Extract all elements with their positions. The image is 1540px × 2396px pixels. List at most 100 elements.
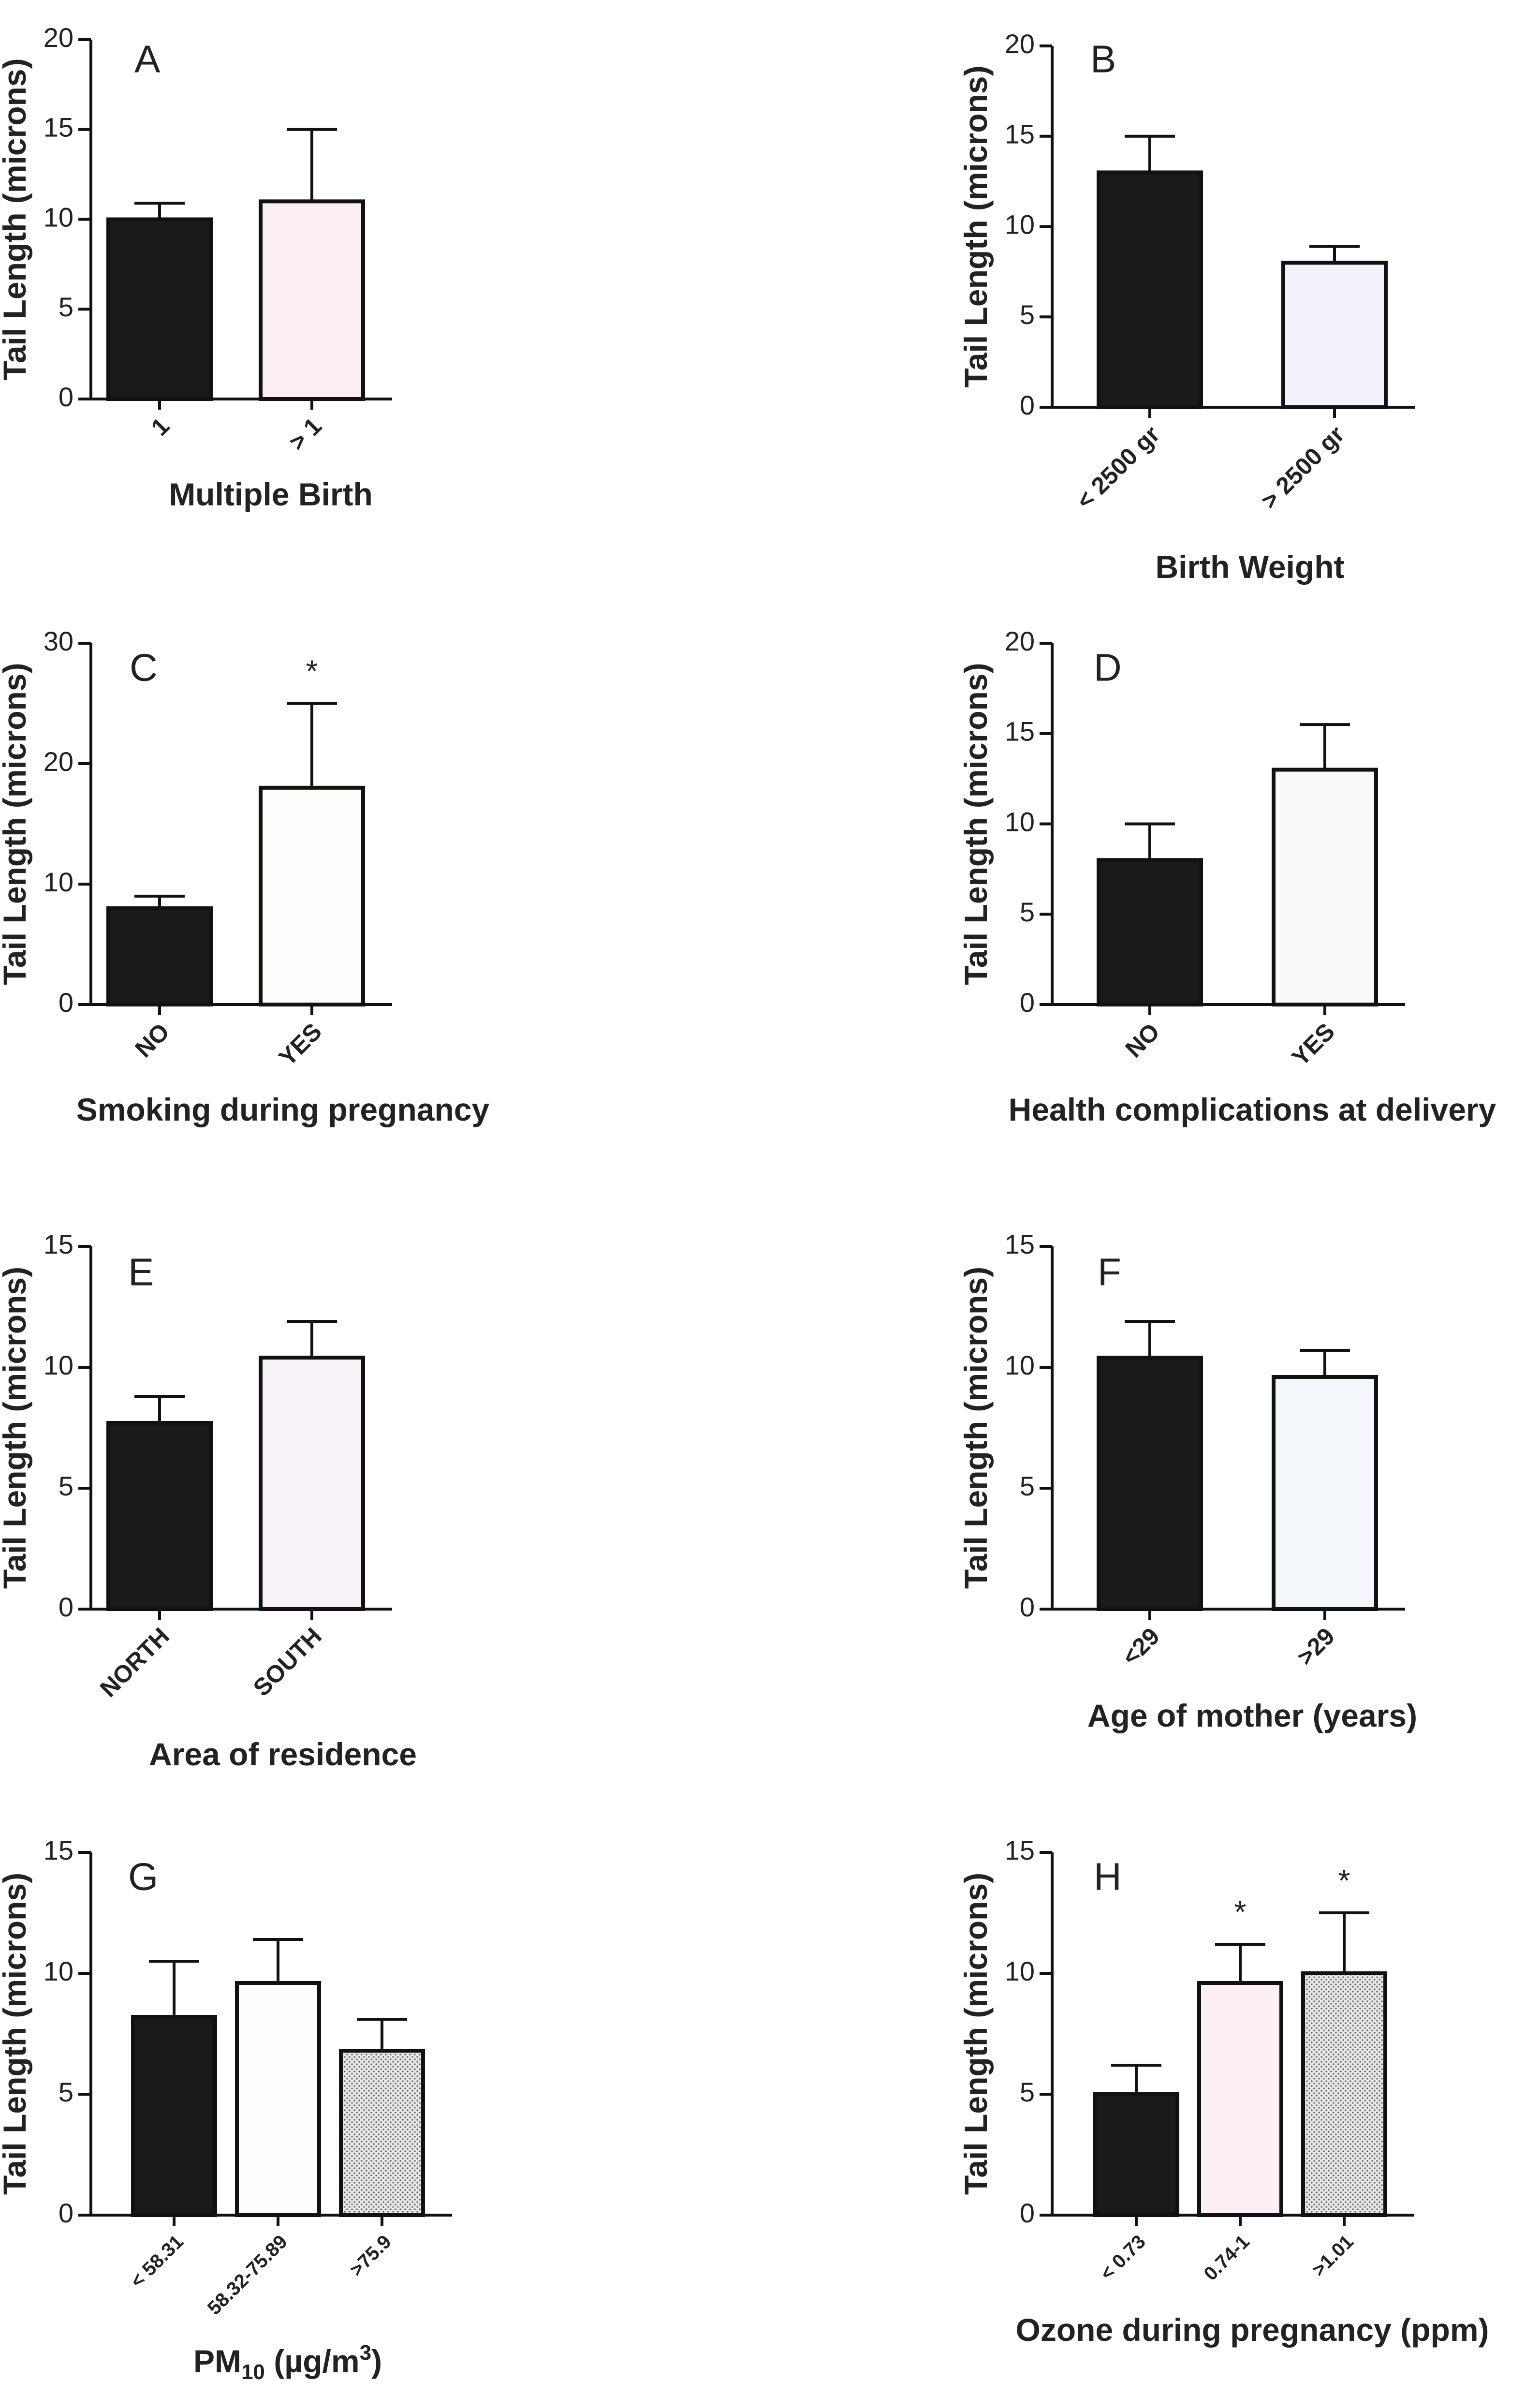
x-axis-label: PM10 (µg/m3) bbox=[193, 2341, 382, 2384]
x-category-label: NORTH bbox=[95, 1623, 175, 1702]
y-tick-label: 20 bbox=[44, 746, 73, 777]
x-category-label: >1.01 bbox=[1308, 2231, 1358, 2281]
y-tick-label: 10 bbox=[1005, 1956, 1035, 1986]
bar-b-1 bbox=[1097, 170, 1203, 409]
panel-letter: B bbox=[1090, 38, 1116, 81]
y-axis-label: Tail Length (microns) bbox=[958, 1873, 994, 2195]
y-tick-label: 0 bbox=[1020, 390, 1035, 420]
panel-letter: G bbox=[128, 1855, 158, 1898]
y-tick-label: 10 bbox=[44, 202, 73, 232]
bar-e-2 bbox=[259, 1356, 365, 1611]
x-category-label: YES bbox=[274, 1018, 327, 1071]
y-axis-label: Tail Length (microns) bbox=[958, 663, 994, 985]
y-axis-label: Tail Length (microns) bbox=[958, 65, 994, 387]
panel-letter: C bbox=[130, 646, 158, 689]
y-tick-label: 15 bbox=[1005, 119, 1035, 149]
x-category-label: NO bbox=[130, 1018, 175, 1063]
significance-marker: * bbox=[306, 654, 318, 689]
bar-h-2 bbox=[1197, 1981, 1283, 2217]
x-axis-label: Ozone during pregnancy (ppm) bbox=[1015, 2312, 1489, 2348]
x-axis-label: Birth Weight bbox=[1155, 549, 1344, 585]
y-tick-label: 10 bbox=[1005, 1350, 1035, 1380]
panel-letter: A bbox=[134, 38, 161, 81]
panel-a: A 0 5 10 15 20 Tail Length (microns) 1 > 1 Multip… bbox=[0, 22, 392, 512]
x-category-label: > 2500 gr bbox=[1256, 421, 1349, 515]
x-category-label: 58.32-75.89 bbox=[204, 2231, 292, 2319]
bar-c-1 bbox=[106, 906, 213, 1007]
x-category-label: < 58.31 bbox=[127, 2231, 188, 2292]
y-axis-label: Tail Length (microns) bbox=[958, 1267, 994, 1589]
x-axis-label-superscript: 3 bbox=[360, 2341, 371, 2365]
y-tick-label: 20 bbox=[1005, 626, 1035, 656]
bar-h-1 bbox=[1093, 2092, 1179, 2217]
y-tick-label: 5 bbox=[59, 292, 73, 322]
x-category-label: SOUTH bbox=[248, 1623, 327, 1701]
y-tick-label: 0 bbox=[59, 2198, 73, 2228]
panel-letter: E bbox=[128, 1251, 154, 1294]
x-category-label: < 0.73 bbox=[1096, 2231, 1150, 2285]
bar-a-1 bbox=[106, 217, 213, 401]
bar-g-1 bbox=[131, 2015, 217, 2217]
bar-d-2 bbox=[1272, 768, 1378, 1006]
bar-a-2 bbox=[259, 199, 365, 401]
y-tick-label: 10 bbox=[1005, 209, 1035, 239]
x-axis-label: Age of mother (years) bbox=[1087, 1698, 1417, 1733]
y-axis-label: Tail Length (microns) bbox=[0, 1267, 32, 1589]
bar-c-2 bbox=[259, 785, 365, 1007]
y-axis-label: Tail Length (microns) bbox=[0, 1873, 32, 2195]
y-tick-label: 5 bbox=[1020, 2077, 1035, 2107]
panel-f: F 0 5 10 15 Tail Length (microns) <29 >29 Age of… bbox=[958, 1229, 1417, 1733]
x-axis-label: Smoking during pregnancy bbox=[76, 1092, 490, 1127]
x-axis-label-unit-close: ) bbox=[371, 2343, 382, 2379]
y-tick-label: 5 bbox=[1020, 299, 1035, 330]
y-tick-label: 15 bbox=[44, 1229, 73, 1259]
y-tick-label: 15 bbox=[44, 112, 73, 143]
y-tick-label: 5 bbox=[1020, 897, 1035, 927]
y-tick-label: 5 bbox=[1020, 1471, 1035, 1501]
x-category-label: NO bbox=[1120, 1018, 1165, 1063]
y-tick-label: 20 bbox=[44, 22, 73, 53]
x-axis-label: Health complications at delivery bbox=[1009, 1092, 1496, 1127]
x-category-label: 0.74-1 bbox=[1200, 2231, 1254, 2285]
panel-c: C 0 10 20 30 Tail Length (microns) NO YES * Smoki… bbox=[0, 626, 489, 1127]
y-tick-label: 5 bbox=[59, 1471, 73, 1501]
panel-letter: H bbox=[1094, 1855, 1122, 1898]
significance-marker: * bbox=[1338, 1863, 1350, 1898]
y-tick-label: 10 bbox=[44, 867, 73, 897]
x-category-label: <29 bbox=[1117, 1623, 1165, 1671]
bar-g-2 bbox=[235, 1981, 321, 2217]
y-tick-label: 30 bbox=[44, 626, 73, 656]
x-category-label: YES bbox=[1287, 1018, 1340, 1071]
y-tick-label: 0 bbox=[1020, 2198, 1035, 2228]
x-category-label: > 1 bbox=[283, 413, 327, 456]
bar-f-2 bbox=[1272, 1375, 1378, 1611]
y-tick-label: 15 bbox=[1005, 1229, 1035, 1259]
x-axis-label-subscript: 10 bbox=[241, 2360, 265, 2384]
x-category-label: < 2500 gr bbox=[1071, 421, 1165, 515]
x-axis-label: Area of residence bbox=[149, 1736, 417, 1772]
y-tick-label: 5 bbox=[59, 2077, 73, 2107]
x-category-label: 1 bbox=[146, 413, 175, 441]
y-tick-label: 15 bbox=[1005, 1835, 1035, 1865]
bar-b-2 bbox=[1281, 261, 1388, 409]
x-axis-label: Multiple Birth bbox=[169, 476, 373, 512]
bar-h-3 bbox=[1301, 1971, 1387, 2217]
y-tick-label: 0 bbox=[59, 382, 73, 412]
panel-letter: D bbox=[1094, 646, 1122, 689]
x-category-label: >29 bbox=[1292, 1623, 1340, 1671]
panel-g: G 0 5 10 15 Tail Length (microns) < 58.31 58.32… bbox=[0, 1835, 452, 2384]
x-axis-label-unit: (µg/m bbox=[265, 2343, 360, 2379]
y-tick-label: 10 bbox=[44, 1350, 73, 1380]
y-tick-label: 0 bbox=[1020, 1592, 1035, 1622]
y-axis-label: Tail Length (microns) bbox=[0, 58, 32, 380]
y-tick-label: 20 bbox=[1005, 29, 1035, 59]
x-axis-label-main: PM bbox=[193, 2343, 241, 2379]
y-tick-label: 15 bbox=[1005, 716, 1035, 747]
panel-letter: F bbox=[1098, 1251, 1121, 1294]
significance-marker: * bbox=[1234, 1894, 1247, 1929]
y-axis-label: Tail Length (microns) bbox=[0, 663, 32, 985]
panel-h: H 0 5 10 15 Tail Length (microns) < 0.73 0.74-1… bbox=[958, 1835, 1489, 2348]
panel-d: D 0 5 10 15 20 Tail Length (microns) NO YES Healt… bbox=[958, 626, 1496, 1127]
x-category-label: >75.9 bbox=[346, 2231, 396, 2281]
